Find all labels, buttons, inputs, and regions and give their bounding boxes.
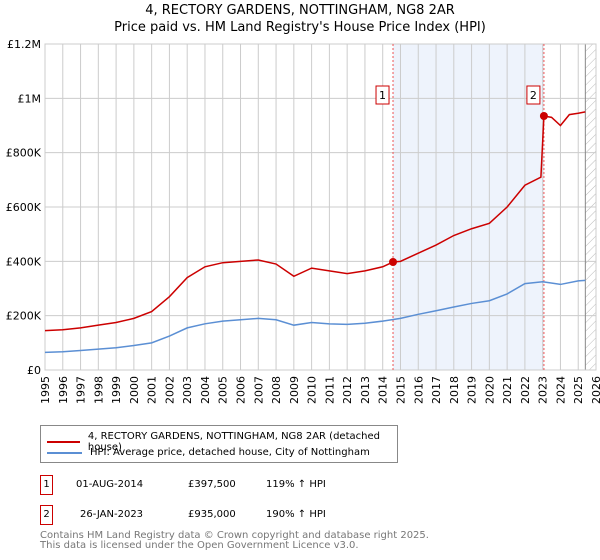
footer-line-1: Contains HM Land Registry data © Crown c…	[40, 530, 429, 541]
x-tick-label: 2012	[341, 376, 354, 404]
x-tick-label: 2020	[483, 376, 496, 404]
x-tick-label: 2022	[519, 376, 532, 404]
legend-blue-line	[47, 451, 82, 454]
legend: 4, RECTORY GARDENS, NOTTINGHAM, NG8 2AR …	[40, 425, 398, 463]
x-tick-label: 2019	[466, 376, 479, 404]
x-tick-label: 2004	[199, 376, 212, 404]
sale-hpi: 119% ↑ HPI	[266, 479, 326, 490]
legend-hpi: HPI: Average price, detached house, City…	[90, 447, 370, 458]
sale-label-box	[526, 85, 541, 105]
price-chart: 1995 1996 1997 1998 1999 2000 2001 2002 2003 2004…	[6, 38, 600, 404]
sale-price: £397,500	[188, 479, 236, 490]
y-tick-label: £1M	[18, 92, 42, 105]
sale-point	[389, 258, 398, 267]
x-tick-label: 2006	[235, 376, 248, 404]
x-tick-label: 2016	[412, 376, 425, 404]
y-tick-label: £0	[27, 364, 41, 377]
sale-label: 2	[530, 89, 537, 102]
sale-marker: 2	[40, 505, 53, 525]
x-tick-label: 2000	[128, 376, 141, 404]
chart-subtitle: Price paid vs. HM Land Registry's House …	[114, 20, 486, 35]
x-tick-label: 2003	[181, 376, 194, 404]
x-tick-label: 2014	[377, 376, 390, 404]
x-tick-label: 2026	[590, 376, 600, 404]
x-tick-label: 2010	[306, 376, 319, 404]
x-tick-label: 1995	[39, 376, 52, 404]
legend-red-line	[47, 441, 80, 443]
sale-label: 1	[379, 89, 386, 102]
x-tick-label: 1998	[92, 376, 105, 404]
x-tick-label: 2007	[252, 376, 265, 404]
plot-frame	[44, 43, 597, 371]
sale-hpi: 190% ↑ HPI	[266, 509, 326, 520]
footer-line-2: This data is licensed under the Open Gov…	[40, 540, 359, 551]
series-line	[44, 111, 586, 332]
x-tick-label: 2005	[217, 376, 230, 404]
y-tick-label: £200K	[6, 310, 42, 323]
x-tick-label: 2017	[430, 376, 443, 404]
sale-date: 26-JAN-2023	[80, 509, 144, 520]
y-tick-label: £800K	[6, 147, 42, 160]
y-tick-label: £600K	[6, 201, 42, 214]
x-tick-label: 2021	[501, 376, 514, 404]
y-tick-label: £1.2M	[7, 38, 41, 51]
x-tick-label: 2018	[448, 376, 461, 404]
sale-price: £935,000	[188, 509, 236, 520]
legend-property: 4, RECTORY GARDENS, NOTTINGHAM, NG8 2AR …	[87, 431, 380, 453]
series-line	[44, 279, 586, 354]
x-tick-label: 2025	[572, 376, 585, 404]
sale-marker: 1	[40, 475, 53, 495]
x-tick-label: 2002	[163, 376, 176, 404]
x-tick-label: 2011	[323, 376, 336, 404]
x-tick-label: 2009	[288, 376, 301, 404]
sale-date: 01-AUG-2014	[76, 479, 144, 490]
x-tick-label: 1996	[57, 376, 70, 404]
x-tick-label: 2008	[270, 376, 283, 404]
x-tick-label: 2013	[359, 376, 372, 404]
chart-title: 4, RECTORY GARDENS, NOTTINGHAM, NG8 2AR	[145, 3, 455, 18]
x-tick-label: 2024	[554, 376, 567, 404]
sale-label-box	[375, 85, 390, 105]
x-tick-label: 2001	[146, 376, 159, 404]
y-tick-label: £400K	[6, 255, 42, 268]
sale-point	[539, 111, 548, 120]
x-tick-label: 1999	[110, 376, 123, 404]
footer: Contains HM Land Registry data © Crown c…	[40, 531, 429, 551]
x-tick-label: 2023	[537, 376, 550, 404]
x-tick-label: 2015	[394, 376, 407, 404]
x-tick-label: 1997	[75, 376, 88, 404]
